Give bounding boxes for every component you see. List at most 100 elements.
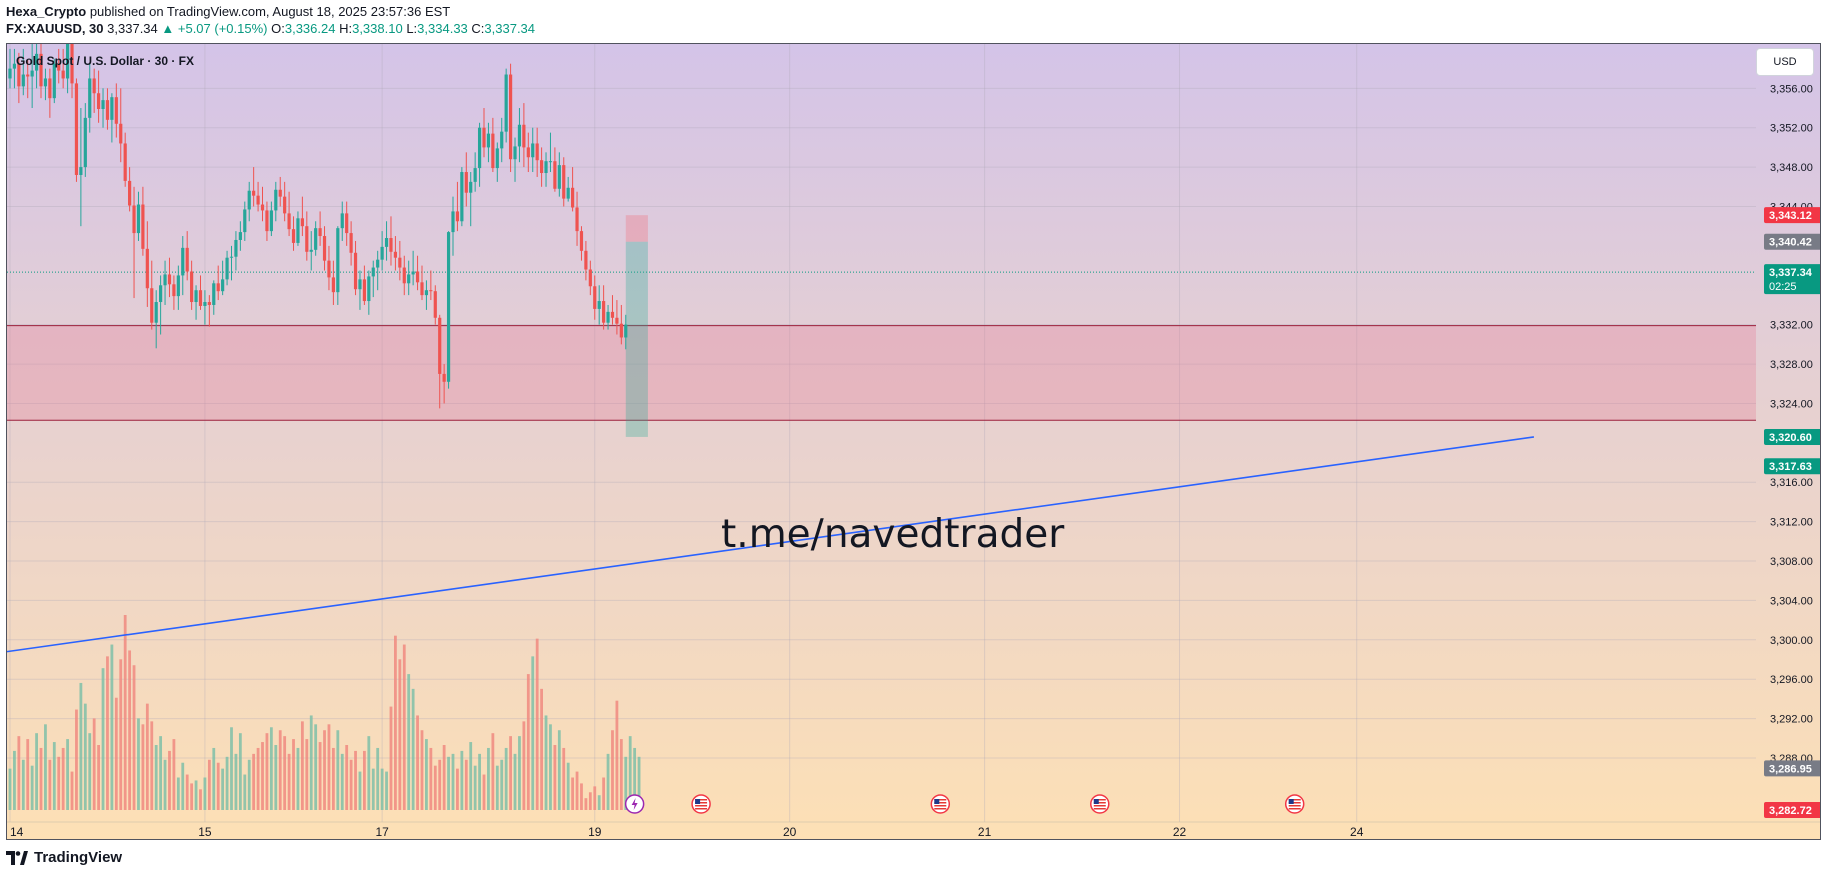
- volume-bar: [44, 724, 47, 810]
- volume-bar: [491, 733, 495, 810]
- time-tick-label: 22: [1173, 825, 1187, 839]
- chart-legend-title: Gold Spot / U.S. Dollar · 30 · FX: [16, 54, 195, 68]
- candle-body: [128, 180, 132, 206]
- volume-bar: [61, 747, 65, 810]
- event-markers[interactable]: [624, 794, 1305, 814]
- volume-bar: [283, 736, 287, 810]
- candle-body: [544, 161, 548, 174]
- candle-body: [287, 213, 291, 230]
- candle-body: [371, 267, 375, 277]
- volume-bar: [66, 739, 69, 810]
- volume-bar: [48, 759, 52, 810]
- volume-bar: [190, 783, 194, 810]
- candle-body: [367, 276, 371, 302]
- flag-stripe: [695, 805, 708, 807]
- currency-button[interactable]: USD: [1756, 48, 1814, 76]
- volume-bar: [269, 727, 273, 810]
- time-tick-label: 15: [198, 825, 212, 839]
- candle-body: [482, 127, 486, 148]
- flag-stripe: [1288, 799, 1301, 801]
- volume-bar: [531, 656, 535, 810]
- trendline-segment: [7, 436, 1535, 653]
- candle-body: [181, 247, 185, 276]
- price-label-box: [1764, 428, 1820, 445]
- demand-zone[interactable]: [7, 271, 1756, 421]
- candle-body: [353, 252, 358, 290]
- volume-bar: [522, 721, 526, 810]
- volume-bar: [425, 739, 428, 810]
- volume-bar: [611, 730, 614, 810]
- candle-body: [557, 165, 561, 189]
- candle-body: [61, 70, 65, 79]
- chart-canvas[interactable]: 3,356.003,352.003,348.003,344.003,332.00…: [7, 44, 1821, 840]
- high-label: H:: [339, 21, 353, 36]
- close-label: C:: [471, 21, 485, 36]
- candle-body: [70, 44, 74, 84]
- volume-bar: [549, 724, 552, 810]
- volume-bar: [358, 771, 362, 810]
- volume-bar: [199, 789, 202, 810]
- flag-stripe: [1093, 799, 1106, 801]
- candle-body: [508, 74, 513, 160]
- volume-bar: [296, 747, 300, 810]
- candle-body: [194, 290, 198, 303]
- time-tick-label: 21: [978, 825, 992, 839]
- candle-body: [393, 251, 398, 258]
- candle-body: [593, 286, 597, 309]
- time-tick-label: 14: [10, 825, 24, 839]
- volume-bar: [367, 736, 371, 810]
- candle-body: [553, 161, 557, 189]
- candle-body: [92, 78, 96, 94]
- volume-bar: [145, 703, 149, 810]
- candle-body: [513, 146, 517, 160]
- volume-bar: [340, 753, 344, 810]
- volume-bar: [88, 733, 92, 810]
- price-label-text: 3,340.42: [1769, 237, 1812, 249]
- candle-body: [384, 238, 389, 247]
- volume-bar: [314, 724, 318, 810]
- candle-body: [491, 133, 495, 169]
- time-tick-label: 19: [588, 825, 602, 839]
- candle-body: [114, 97, 118, 124]
- volume-bar: [83, 703, 87, 810]
- candle-body: [83, 117, 87, 168]
- candle-body: [446, 232, 451, 382]
- volume-bar: [464, 759, 468, 810]
- brand-name: TradingView: [34, 849, 123, 866]
- candle-body: [260, 204, 265, 211]
- volume-bar: [544, 715, 548, 810]
- candle-body: [21, 74, 25, 87]
- candle-body: [26, 74, 30, 77]
- candle-body: [531, 143, 535, 158]
- candle-body: [455, 211, 460, 222]
- time-axis[interactable]: 14 15 17 19 20 21 22 24: [7, 821, 1821, 839]
- volume-bar: [35, 733, 38, 810]
- price-axis[interactable]: 3,356.003,352.003,348.003,344.003,332.00…: [1756, 44, 1821, 840]
- open-value: 3,336.24: [284, 21, 336, 36]
- price-tick-label: 3,332.00: [1770, 320, 1813, 332]
- volume-bar: [429, 747, 433, 810]
- candle-body: [376, 259, 380, 268]
- volume-bar: [557, 730, 561, 810]
- volume-bar: [305, 739, 309, 810]
- candle-body: [278, 189, 282, 197]
- candle-body: [88, 78, 92, 118]
- price-label-box: [1764, 207, 1820, 224]
- volume-bar: [336, 730, 340, 810]
- position-box[interactable]: [625, 215, 648, 437]
- volume-bar: [278, 730, 282, 810]
- publisher-name[interactable]: Hexa_Crypto: [6, 4, 87, 19]
- candle-body: [526, 147, 530, 158]
- trendline[interactable]: [7, 436, 1535, 653]
- volume-bar: [13, 750, 16, 810]
- chart-frame[interactable]: 3,356.003,352.003,348.003,344.003,332.00…: [6, 43, 1821, 840]
- candle-body: [203, 302, 207, 306]
- flag-stripe: [934, 805, 947, 807]
- volume-bar: [389, 706, 393, 810]
- tradingview-logo-icon: [6, 850, 28, 865]
- tradingview-logo[interactable]: TradingView: [6, 849, 122, 866]
- candle-body: [358, 279, 362, 290]
- volume-bar: [331, 747, 335, 810]
- volume-bar: [221, 768, 225, 810]
- volume-bar: [495, 765, 499, 810]
